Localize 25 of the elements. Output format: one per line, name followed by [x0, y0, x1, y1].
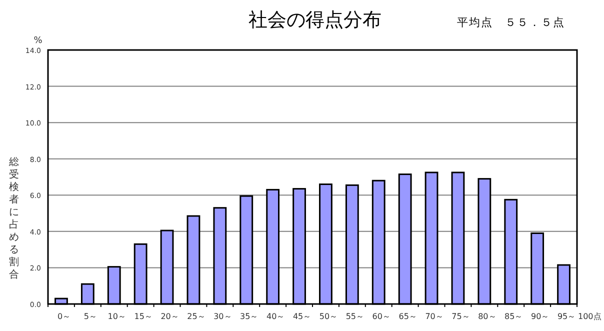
- x-tick-label: 25～: [187, 312, 206, 321]
- chart-title: 社会の得点分布: [248, 9, 382, 31]
- x-tick-label: 85～: [504, 312, 523, 321]
- x-tick-label: 80～: [478, 312, 496, 321]
- chart-subtitle: 平均点 ５５．５点: [457, 16, 565, 29]
- x-tick-label: 0～: [57, 312, 71, 321]
- x-tick-label: 95～: [557, 312, 576, 321]
- x-tick-label: 90～: [531, 312, 550, 321]
- x-tick-label: 50～: [319, 312, 338, 321]
- x-tick-label: 70～: [425, 312, 444, 321]
- x-tick-label: 45～: [292, 312, 312, 321]
- x-tick-label: 75～: [452, 312, 470, 321]
- x-tick-label: 35～: [240, 312, 258, 321]
- x-tick-label: 5～: [84, 312, 97, 321]
- x-tick-label: 55～: [346, 312, 364, 321]
- text: 100点: [578, 312, 602, 321]
- x-tick-label: 60～: [372, 312, 390, 321]
- text: 総受検者に占める割合: [9, 157, 19, 280]
- text: %: [34, 36, 43, 46]
- x-tick-label: 20～: [160, 312, 179, 321]
- x-tick-label: 10～: [108, 312, 126, 321]
- x-tick-label: 40～: [266, 312, 285, 321]
- x-tick-label: 15～: [134, 312, 152, 321]
- x-tick-label: 65～: [398, 312, 417, 321]
- x-tick-label: 30～: [214, 312, 232, 321]
